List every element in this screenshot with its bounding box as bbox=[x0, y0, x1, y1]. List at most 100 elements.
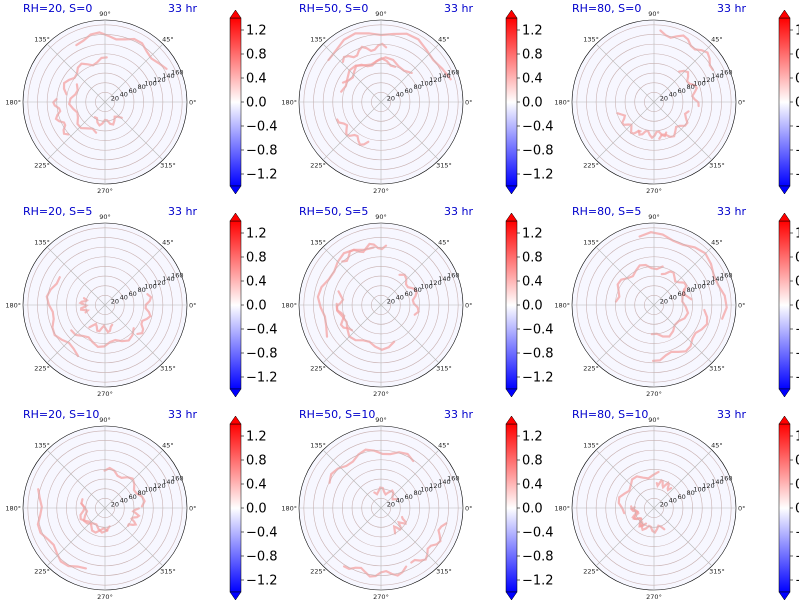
angular-gridline bbox=[653, 246, 713, 306]
radial-tick-label: 40 bbox=[669, 91, 677, 99]
radial-tick-label: 160 bbox=[720, 272, 732, 280]
colorbar-tick-label: −0.4 bbox=[522, 120, 554, 135]
colorbar-tick-label: 0.0 bbox=[522, 299, 543, 314]
field-streak bbox=[62, 56, 108, 96]
radial-tick-label: 140 bbox=[711, 72, 723, 80]
panel-time-label: 33 hr bbox=[168, 408, 197, 421]
field-streak bbox=[410, 522, 448, 564]
colorbar-tick-label: −1.2 bbox=[246, 168, 278, 183]
field-streak bbox=[127, 507, 141, 527]
angle-tick-label: 180° bbox=[5, 99, 21, 107]
angular-gridline bbox=[653, 304, 713, 364]
colorbar-body bbox=[229, 17, 242, 187]
angular-gridline bbox=[595, 507, 655, 567]
radial-tick-label: 140 bbox=[438, 72, 450, 80]
angle-tick-label: 270° bbox=[373, 593, 389, 601]
colorbar: 1.2 0.8 0.4 0.0 −0.4 −0.8 −1.2 bbox=[505, 415, 554, 601]
radial-tick-label: 160 bbox=[171, 69, 183, 77]
colorbar-extend-max bbox=[229, 9, 242, 19]
colorbar: 1.2 0.8 0.4 0.0 −0.4 −0.8 −1.2 bbox=[229, 415, 278, 601]
field-streak bbox=[136, 293, 153, 335]
angular-gridline bbox=[595, 246, 655, 306]
colorbar-tick-label: 0.4 bbox=[246, 478, 267, 493]
radial-tick-label: 60 bbox=[678, 290, 686, 298]
colorbar-tick-label: −0.8 bbox=[522, 550, 554, 565]
angle-tick-label: 0° bbox=[189, 505, 196, 513]
angular-gridline bbox=[322, 43, 382, 103]
angular-gridline bbox=[322, 507, 382, 567]
angular-gridline bbox=[380, 304, 440, 364]
field-streak bbox=[341, 42, 388, 63]
panel-title: RH=80, S=5 bbox=[572, 205, 641, 218]
field-streak bbox=[68, 83, 98, 134]
angle-tick-label: 135° bbox=[310, 36, 326, 44]
panel-title: RH=80, S=0 bbox=[572, 2, 641, 15]
radial-tick-label: 140 bbox=[438, 478, 450, 486]
panel-title: RH=20, S=5 bbox=[23, 205, 92, 218]
radial-tick-label: 160 bbox=[720, 475, 732, 483]
angle-tick-label: 45° bbox=[711, 239, 723, 247]
colorbar-extend-min bbox=[229, 388, 242, 398]
radial-tick-label: 80 bbox=[138, 489, 146, 497]
radial-tick-label: 60 bbox=[129, 290, 137, 298]
angle-tick-label: 315° bbox=[709, 161, 725, 169]
angular-gridline bbox=[46, 449, 106, 509]
angle-tick-label: 0° bbox=[189, 99, 196, 107]
colorbar-tick-label: 1.2 bbox=[795, 227, 799, 242]
angle-tick-label: 225° bbox=[583, 364, 599, 372]
radial-tick-label: 60 bbox=[405, 493, 413, 501]
colorbar-tick-label: 1.2 bbox=[246, 24, 267, 39]
angle-tick-label: 315° bbox=[436, 567, 452, 575]
panel-title: RH=50, S=5 bbox=[299, 205, 368, 218]
radial-tick-label: 40 bbox=[669, 294, 677, 302]
angle-tick-label: 135° bbox=[583, 36, 599, 44]
colorbar-tick-label: 0.0 bbox=[522, 502, 543, 517]
radial-tick-label: 60 bbox=[678, 87, 686, 95]
angle-tick-label: 180° bbox=[281, 505, 297, 513]
colorbar-body bbox=[229, 220, 242, 390]
colorbar-extend-min bbox=[505, 388, 518, 398]
colorbar-tick-label: −1.2 bbox=[795, 168, 799, 183]
colorbar-body bbox=[229, 423, 242, 593]
field-streak bbox=[75, 31, 168, 70]
radial-tick-label: 160 bbox=[171, 475, 183, 483]
angle-tick-label: 45° bbox=[162, 36, 174, 44]
colorbar-tick-label: 1.2 bbox=[522, 24, 543, 39]
radial-tick-label: 120 bbox=[429, 76, 441, 84]
angle-tick-label: 225° bbox=[310, 161, 326, 169]
angle-tick-label: 180° bbox=[281, 302, 297, 310]
radial-tick-label: 140 bbox=[711, 478, 723, 486]
colorbar-tick-label: 0.4 bbox=[522, 72, 543, 87]
radial-tick-label: 140 bbox=[162, 72, 174, 80]
colorbar-tick-label: 0.8 bbox=[795, 454, 799, 469]
field-streak bbox=[336, 118, 370, 146]
radial-tick-label: 60 bbox=[405, 87, 413, 95]
angular-gridline bbox=[653, 43, 713, 103]
radial-tick-label: 20 bbox=[387, 500, 395, 508]
colorbar-tick-label: 0.4 bbox=[246, 275, 267, 290]
field-streak bbox=[45, 276, 80, 358]
field-streak bbox=[328, 448, 415, 484]
angle-tick-label: 135° bbox=[583, 239, 599, 247]
angle-tick-label: 180° bbox=[554, 302, 570, 310]
angle-tick-label: 315° bbox=[436, 364, 452, 372]
radial-tick-label: 60 bbox=[129, 87, 137, 95]
angle-tick-label: 180° bbox=[281, 99, 297, 107]
angle-tick-label: 135° bbox=[34, 442, 50, 450]
colorbar-extend-min bbox=[505, 185, 518, 195]
radial-tick-label: 20 bbox=[111, 297, 119, 305]
polar-panel: 0°45°90°135°180°225°270°315°20 40 60 801001… bbox=[554, 205, 799, 398]
colorbar-tick-label: −0.4 bbox=[522, 526, 554, 541]
field-streak bbox=[88, 322, 114, 334]
angle-tick-label: 315° bbox=[436, 161, 452, 169]
colorbar-tick-label: −1.2 bbox=[246, 574, 278, 589]
angle-tick-label: 225° bbox=[34, 567, 50, 575]
angular-gridline bbox=[46, 507, 106, 567]
panel-time-label: 33 hr bbox=[717, 408, 746, 421]
panel-title: RH=80, S=10 bbox=[572, 408, 648, 421]
colorbar-extend-min bbox=[505, 591, 518, 601]
angular-gridline bbox=[595, 449, 655, 509]
angle-tick-label: 225° bbox=[583, 567, 599, 575]
radial-tick-label: 60 bbox=[678, 493, 686, 501]
